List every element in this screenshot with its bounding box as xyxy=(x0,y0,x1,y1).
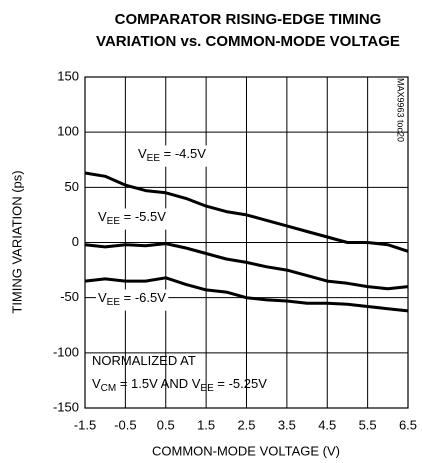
x-tick-label: -0.5 xyxy=(114,417,136,432)
annotation: VEE = -5.5V xyxy=(98,209,166,226)
y-tick-label: 0 xyxy=(72,234,79,249)
annotation: VEE = -4.5V xyxy=(138,146,206,163)
annotation-part: V xyxy=(92,376,101,391)
y-tick-label: 50 xyxy=(65,179,79,194)
annotation: VEE = -6.5V xyxy=(98,290,166,307)
x-tick-label: 1.5 xyxy=(197,417,215,432)
annotation-part: EE xyxy=(107,216,121,227)
y-tick-label: 100 xyxy=(57,124,79,139)
x-tick-label: 3.5 xyxy=(278,417,296,432)
annotation-part: EE xyxy=(200,383,214,394)
annotation-part: EE xyxy=(107,297,121,308)
chart-title: VARIATION vs. COMMON-MODE VOLTAGE xyxy=(96,33,400,50)
annotation-part: = -4.5V xyxy=(160,146,206,161)
annotation-bg xyxy=(136,145,209,167)
annotation-part: CM xyxy=(101,383,117,394)
annotation: NORMALIZED AT xyxy=(92,353,196,368)
annotation-part: NORMALIZED AT xyxy=(92,353,196,368)
annotation-part: = -5.5V xyxy=(120,209,166,224)
annotation-part: EE xyxy=(147,153,161,164)
annotation-part: = -5.25V xyxy=(214,376,267,391)
y-tick-label: -50 xyxy=(60,289,79,304)
x-tick-label: -1.5 xyxy=(74,417,96,432)
x-tick-label: 0.5 xyxy=(157,417,175,432)
annotation-bg xyxy=(96,289,169,311)
x-tick-label: 6.5 xyxy=(399,417,417,432)
annotation-bg xyxy=(96,208,169,230)
x-axis-label: COMMON-MODE VOLTAGE (V) xyxy=(152,443,340,458)
line-series xyxy=(84,276,409,313)
x-tick-label: 4.5 xyxy=(318,417,336,432)
plot-frame xyxy=(84,76,409,409)
annotation: VCM = 1.5V AND VEE = -5.25V xyxy=(92,376,267,393)
y-axis-label: TIMING VARIATION (ps) xyxy=(9,170,24,313)
y-tick-label: -100 xyxy=(53,344,79,359)
x-tick-label: 2.5 xyxy=(237,417,255,432)
x-tick-label: 5.5 xyxy=(359,417,377,432)
annotation-part: V xyxy=(98,209,107,224)
line-series xyxy=(84,171,409,253)
y-tick-label: -150 xyxy=(53,399,79,414)
line-series xyxy=(84,242,409,291)
chart-title: COMPARATOR RISING-EDGE TIMING xyxy=(115,11,382,28)
annotation-part: = -6.5V xyxy=(120,290,166,305)
annotation-part: V xyxy=(138,146,147,161)
side-note: MAX9963 toc20 xyxy=(396,78,406,142)
y-tick-label: 150 xyxy=(57,68,79,83)
annotation-part: = 1.5V AND V xyxy=(116,376,201,391)
annotation-part: V xyxy=(98,290,107,305)
